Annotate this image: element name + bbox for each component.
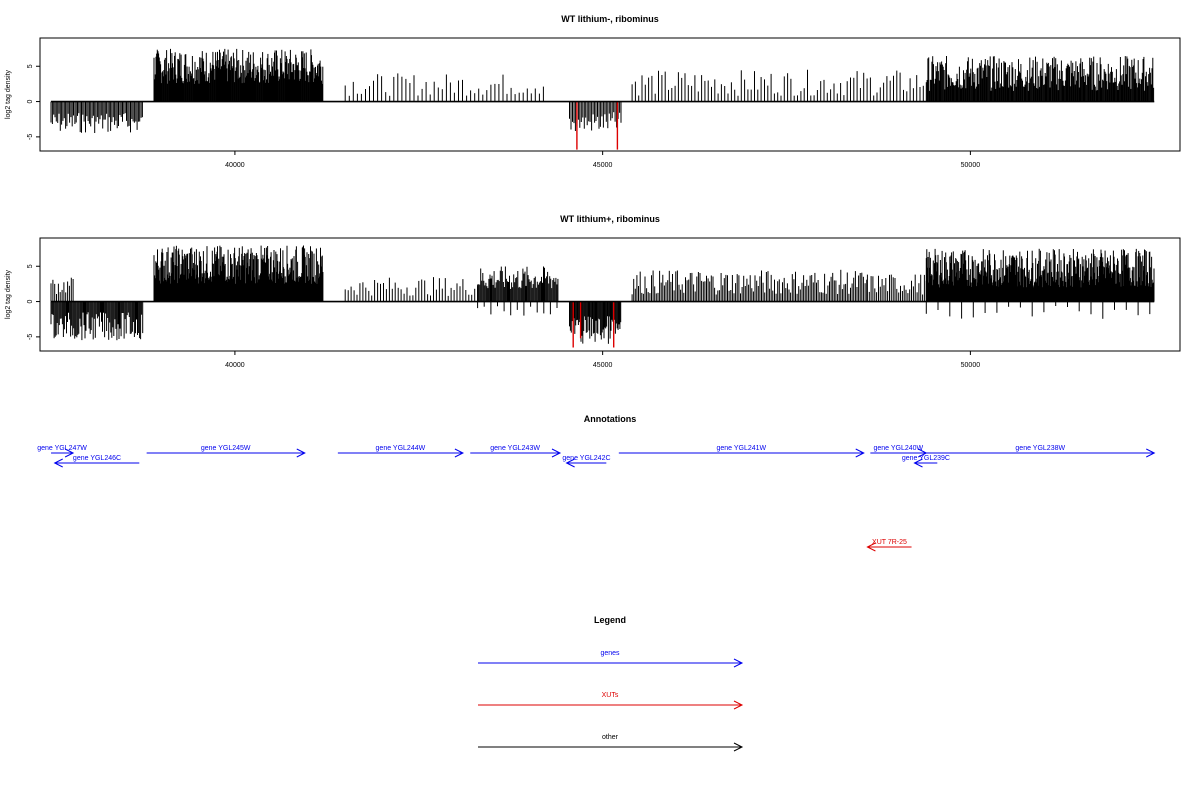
arrow-head [64, 448, 75, 458]
arrow-head [454, 448, 465, 458]
x-tick-label: 45000 [593, 162, 613, 169]
gene-arrow [51, 448, 75, 458]
plot-frame [39, 237, 1181, 352]
y-axis-label: log2 tag density [5, 69, 12, 119]
gene-label: gene YGL240W [873, 445, 923, 452]
arrow-head [565, 458, 575, 468]
legend-label: genes [600, 650, 620, 657]
gene-label: gene YGL238W [1015, 445, 1065, 452]
gene-arrow [913, 458, 938, 468]
gene-arrow [470, 448, 562, 458]
arrow-head [1146, 448, 1156, 458]
gene-arrow [565, 458, 607, 468]
chart-panel-2: WT lithium+, ribominus -5 0 5 log2 tag densi… [5, 214, 1181, 369]
arrow-head [913, 458, 923, 468]
legend-label: XUTs [602, 692, 619, 699]
x-tick-label: 50000 [961, 362, 981, 369]
gene-label: gene YGL244W [376, 445, 426, 452]
legend-arrow [478, 742, 744, 752]
xut-label: XUT 7R-25 [872, 539, 907, 546]
y-tick-label: -5 [27, 134, 34, 140]
legend-title: Legend [594, 615, 626, 625]
x-tick-label: 50000 [961, 162, 981, 169]
plot-frame [39, 37, 1181, 152]
arrow-head [733, 700, 744, 710]
arrow-head [733, 742, 744, 752]
annotations-title: Annotations [584, 414, 637, 424]
arrow-head [53, 458, 63, 468]
y-tick-label: 5 [27, 64, 34, 68]
legend-label: other [602, 734, 619, 741]
legend-arrow [478, 700, 744, 710]
gene-arrow [337, 448, 465, 458]
gene-label: gene YGL242C [562, 455, 610, 462]
gene-label: gene YGL241W [716, 445, 766, 452]
gene-label: gene YGL239C [902, 455, 950, 462]
chart-panel-1: WT lithium-, ribominus -5 0 5 log2 tag densi… [5, 14, 1181, 169]
profile-bars [50, 48, 1155, 133]
xut-arrow [866, 542, 912, 552]
gene-arrow [926, 448, 1156, 458]
arrow-head [866, 542, 876, 552]
x-tick-label: 45000 [593, 362, 613, 369]
y-axis-label: log2 tag density [5, 269, 12, 319]
y-tick-label: 0 [27, 300, 34, 304]
y-tick-label: 5 [27, 264, 34, 268]
gene-label: gene YGL247W [37, 445, 87, 452]
arrow-head [551, 448, 562, 458]
annotations-track: Annotations gene YGL247W gene YGL246C gene … [37, 414, 1156, 552]
profile-bars [50, 245, 1155, 344]
x-tick-label: 40000 [225, 162, 245, 169]
gene-label: gene YGL245W [201, 445, 251, 452]
gene-label: gene YGL243W [490, 445, 540, 452]
legend-arrow [478, 658, 744, 668]
gene-label: gene YGL246C [73, 455, 121, 462]
x-tick-label: 40000 [225, 362, 245, 369]
gene-arrow [146, 448, 306, 458]
arrow-head [733, 658, 744, 668]
legend: Legend genes XUTs other [478, 615, 744, 752]
gene-arrow [618, 448, 865, 458]
chart-title: WT lithium+, ribominus [560, 214, 660, 224]
gene-arrow [53, 458, 140, 468]
arrow-head [855, 448, 865, 458]
y-tick-label: -5 [27, 334, 34, 340]
arrow-head [296, 448, 306, 458]
y-tick-label: 0 [27, 100, 34, 104]
chart-title: WT lithium-, ribominus [561, 14, 659, 24]
